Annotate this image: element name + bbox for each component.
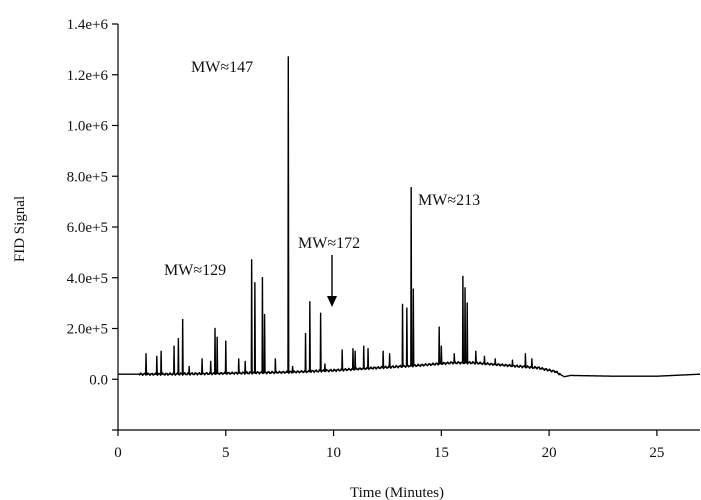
peak-point: [406, 307, 408, 309]
peak-point: [341, 349, 343, 351]
peak-point: [177, 338, 179, 340]
peak-point: [440, 345, 442, 347]
y-tick-label: 4.0e+5: [67, 271, 108, 287]
annotation-mw-147: MW≈147: [191, 59, 253, 76]
peak-point: [214, 327, 216, 330]
peak-point: [309, 301, 311, 303]
x-tick-label: 5: [222, 445, 230, 461]
peak-point: [145, 353, 147, 355]
peak-point: [453, 353, 455, 355]
peak-point: [320, 312, 322, 314]
x-tick-label: 25: [649, 445, 664, 461]
peak-point: [511, 359, 514, 361]
peak-point: [201, 358, 203, 360]
plot-area: [117, 56, 701, 378]
annotation-mw-129: MW≈129: [164, 262, 226, 279]
peak-point: [410, 187, 412, 189]
peak-point: [352, 348, 354, 350]
peak-point: [483, 355, 486, 358]
peak-point: [225, 340, 227, 342]
peak-point: [274, 358, 276, 360]
peak-point: [363, 345, 365, 347]
peak-point: [292, 365, 294, 368]
annotation-arrow-mw-172: [327, 255, 337, 307]
peak-point: [367, 348, 369, 350]
y-tick-label: 0.0: [89, 372, 108, 388]
peak-point: [188, 365, 190, 368]
peak-point: [466, 302, 468, 304]
peak-point: [244, 360, 246, 363]
x-tick-label: 20: [542, 445, 557, 461]
peak-point: [261, 277, 264, 279]
peak-point: [263, 313, 266, 316]
peak-point: [210, 360, 212, 363]
y-tick-label: 2.0e+5: [67, 322, 108, 338]
peak-point: [475, 350, 477, 352]
peak-point: [389, 353, 391, 355]
y-tick-label: 1.0e+6: [67, 119, 109, 135]
peak-point: [304, 332, 307, 335]
peak-point: [160, 350, 162, 352]
peak-point: [254, 282, 256, 284]
peak-point: [238, 358, 240, 360]
series-line-fid-signal: [117, 56, 701, 378]
peak-point: [524, 353, 527, 355]
peak-point: [438, 326, 440, 328]
y-tick-label: 6.0e+5: [67, 220, 108, 236]
peak-point: [156, 355, 158, 358]
x-axis-title: Time (Minutes): [350, 485, 444, 500]
peak-point: [531, 358, 533, 360]
y-axis-title: FID Signal: [12, 196, 28, 262]
peak-point: [173, 345, 175, 347]
x-tick-label: 15: [434, 445, 449, 461]
x-tick-label: 0: [114, 445, 122, 461]
peak-point: [251, 259, 253, 261]
peak-point: [412, 288, 414, 290]
annotation-mw-213: MW≈213: [418, 192, 480, 209]
y-tick-label: 1.4e+6: [67, 17, 109, 33]
y-tick-label: 8.0e+5: [67, 169, 108, 185]
x-tick-label: 10: [326, 445, 341, 461]
y-tick-label: 1.2e+6: [67, 68, 109, 84]
peak-point: [382, 350, 384, 352]
peak-point: [401, 303, 404, 305]
peak-point: [182, 319, 184, 321]
peak-point: [216, 336, 218, 338]
annotation-mw-172: MW≈172: [298, 235, 360, 252]
peak-point: [324, 363, 326, 365]
peak-point: [287, 56, 289, 58]
peak-point: [354, 350, 356, 352]
peak-point: [464, 287, 466, 289]
peak-point: [494, 358, 496, 360]
axes: 0.0 2.0e+5 4.0e+5 6.0e+5 8.0e+5 1.0e+6 1.2e+6 1…: [67, 17, 700, 461]
peak-point: [462, 275, 464, 278]
